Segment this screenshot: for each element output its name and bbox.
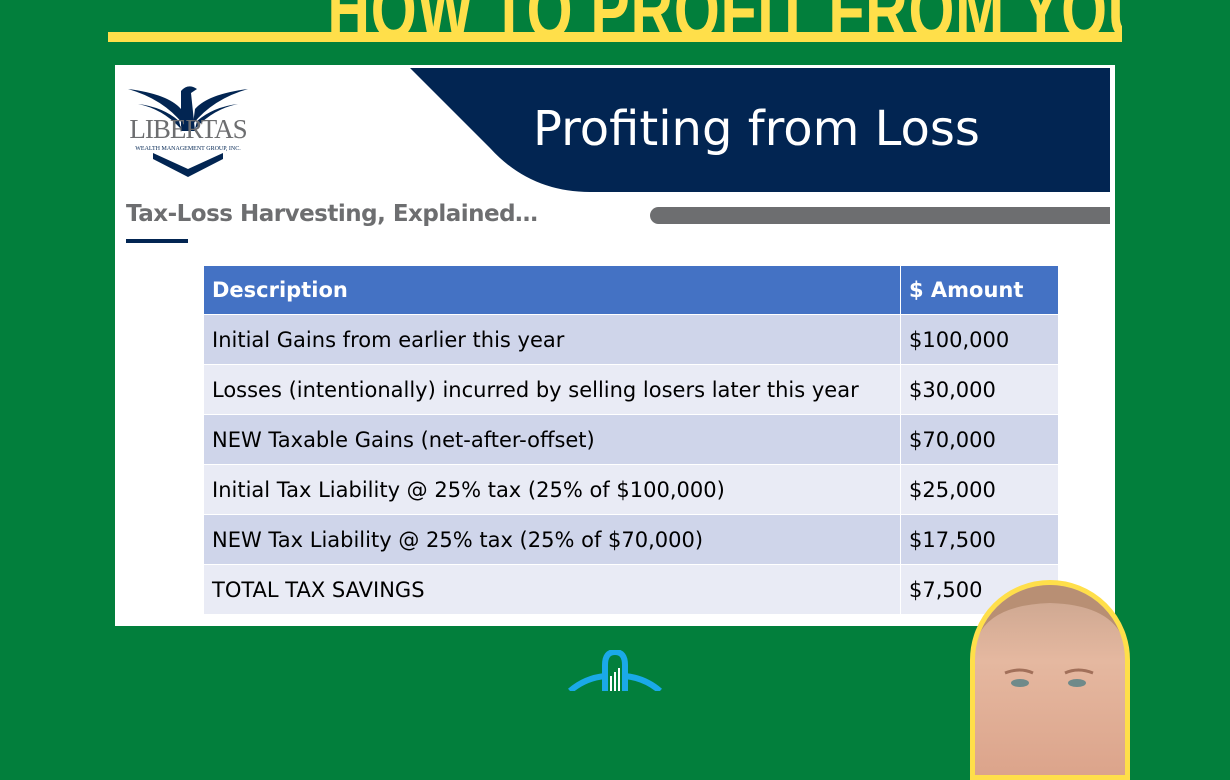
cell-amount: $30,000 <box>900 364 1059 415</box>
subtitle-underline <box>126 239 188 243</box>
logo-name: LIBERTAS <box>129 114 247 144</box>
cell-description: Initial Gains from earlier this year <box>203 314 901 365</box>
cell-description: Initial Tax Liability @ 25% tax (25% of … <box>203 464 901 515</box>
header-description: Description <box>203 265 901 315</box>
table-header-row: Description $ Amount <box>203 265 1059 315</box>
face-icon <box>975 585 1125 687</box>
slide-title: Profiting from Loss <box>533 101 980 157</box>
title-banner <box>410 68 1110 192</box>
table-row: NEW Tax Liability @ 25% tax (25% of $70,… <box>203 514 1059 565</box>
decorative-bar <box>650 207 1110 224</box>
tax-table: Description $ Amount Initial Gains from … <box>203 265 1059 615</box>
table-row: Losses (intentionally) incurred by selli… <box>203 364 1059 415</box>
cell-description: Losses (intentionally) incurred by selli… <box>203 364 901 415</box>
headline: HOW TO PROFIT FROM YOUR LOSSES <box>108 0 1122 36</box>
logo-tagline: WEALTH MANAGEMENT GROUP, INC. <box>135 146 241 152</box>
cell-description: NEW Taxable Gains (net-after-offset) <box>203 414 901 465</box>
eagle-shield-logo-icon <box>128 86 248 177</box>
slide-card: Profiting from Loss LIBERTAS WEALTH MANA… <box>115 65 1115 626</box>
presenter-photo <box>970 580 1130 780</box>
subtitle: Tax-Loss Harvesting, Explained… <box>126 201 538 227</box>
cell-amount: $25,000 <box>900 464 1059 515</box>
cell-amount: $100,000 <box>900 314 1059 365</box>
headline-underline <box>108 32 1122 42</box>
table-row: TOTAL TAX SAVINGS $7,500 <box>203 564 1059 615</box>
table-row: Initial Gains from earlier this year $100… <box>203 314 1059 365</box>
cell-description: TOTAL TAX SAVINGS <box>203 564 901 615</box>
cell-amount: $70,000 <box>900 414 1059 465</box>
table-row: Initial Tax Liability @ 25% tax (25% of … <box>203 464 1059 515</box>
rocket-chart-logo-icon <box>568 650 662 691</box>
table-row: NEW Taxable Gains (net-after-offset) $70,… <box>203 414 1059 465</box>
cell-description: NEW Tax Liability @ 25% tax (25% of $70,… <box>203 514 901 565</box>
headline-text: HOW TO PROFIT FROM YOUR LOSSES <box>327 0 1122 36</box>
header-amount: $ Amount <box>900 265 1059 315</box>
cell-amount: $17,500 <box>900 514 1059 565</box>
